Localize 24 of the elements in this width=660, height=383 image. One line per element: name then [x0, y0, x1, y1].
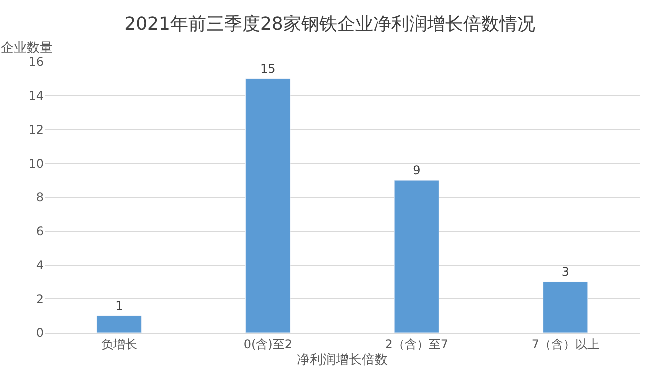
bar: [246, 78, 291, 333]
y-tick-label: 0: [36, 326, 44, 340]
y-axis-title: 企业数量: [1, 41, 53, 56]
data-label: 15: [260, 62, 276, 76]
bar: [96, 316, 142, 333]
y-tick-label: 6: [36, 224, 44, 239]
x-axis-title: 净利润增长倍数: [297, 353, 388, 368]
y-tick-label: 4: [36, 258, 44, 272]
data-label: 1: [116, 299, 124, 314]
x-tick-label: 负增长: [101, 337, 138, 352]
y-tick-label: 14: [28, 89, 44, 104]
y-tick-label: 10: [28, 156, 44, 171]
data-label: 9: [413, 164, 421, 178]
y-tick-label: 16: [28, 55, 44, 70]
y-tick-label: 2: [36, 292, 44, 306]
y-tick-label: 8: [36, 190, 44, 205]
x-tick-label: 2（含）至7: [385, 337, 449, 352]
chart-title: 2021年前三季度28家钢铁企业净利润增长倍数情况: [124, 14, 536, 35]
bar: [543, 282, 588, 333]
y-tick-label: 12: [28, 122, 44, 137]
bar: [394, 180, 440, 333]
x-tick-label: 7（含）以上: [532, 337, 600, 352]
data-label: 3: [562, 265, 570, 280]
x-tick-label: 0(含)至2: [244, 337, 292, 352]
